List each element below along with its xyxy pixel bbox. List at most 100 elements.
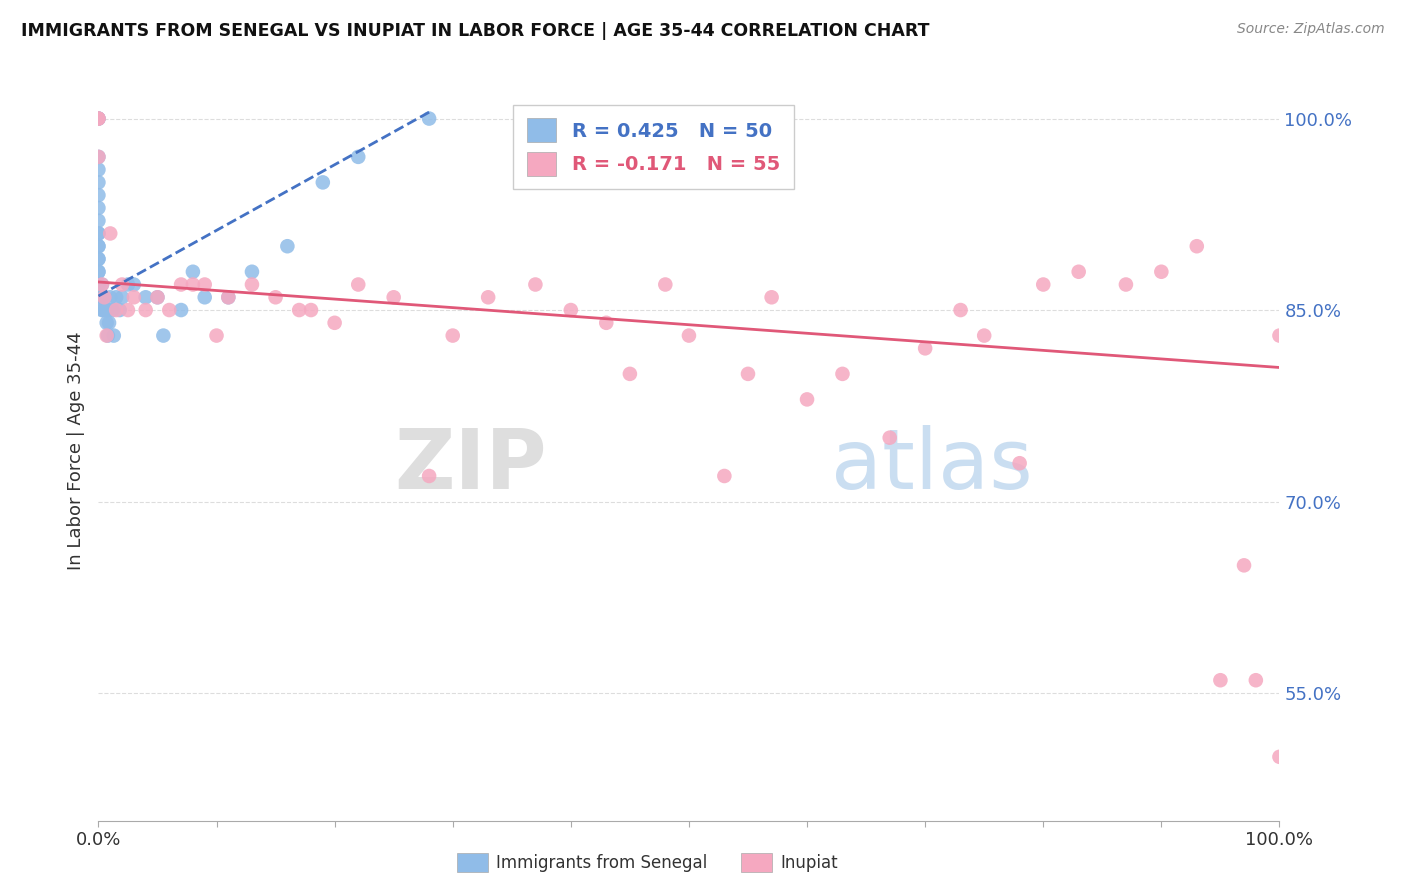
Point: [1115, 277, 1137, 292]
Point: [87, 201, 110, 215]
Point: [796, 392, 818, 407]
Point: [1233, 558, 1256, 573]
Point: [87, 112, 110, 126]
Point: [87, 239, 110, 253]
Point: [157, 303, 180, 318]
Text: Inupiat: Inupiat: [780, 854, 838, 871]
Point: [1150, 265, 1173, 279]
Point: [288, 303, 311, 318]
Point: [194, 277, 217, 292]
Point: [87, 188, 110, 202]
Point: [87, 112, 110, 126]
Point: [87, 227, 110, 241]
Point: [105, 290, 128, 304]
Point: [205, 328, 228, 343]
Point: [914, 342, 936, 356]
Point: [181, 265, 204, 279]
Point: [240, 277, 263, 292]
Point: [135, 303, 157, 318]
Point: [91, 290, 114, 304]
Point: [103, 328, 125, 343]
Point: [111, 277, 134, 292]
Point: [170, 277, 193, 292]
Point: [299, 303, 322, 318]
Point: [477, 290, 499, 304]
Point: [619, 367, 641, 381]
Point: [87, 252, 110, 266]
Point: [831, 367, 853, 381]
Point: [1268, 328, 1291, 343]
Point: [1185, 239, 1208, 253]
Point: [97, 303, 120, 318]
Point: [595, 316, 617, 330]
Point: [98, 290, 121, 304]
Point: [418, 112, 440, 126]
Point: [122, 277, 145, 292]
Point: [87, 175, 110, 189]
Point: [264, 290, 287, 304]
Point: [170, 303, 193, 318]
Point: [96, 328, 118, 343]
Point: [93, 290, 115, 304]
Point: [87, 162, 110, 177]
Point: [1032, 277, 1054, 292]
Point: [87, 252, 110, 266]
Point: [87, 112, 110, 126]
Point: [87, 290, 110, 304]
Point: [96, 316, 118, 330]
Point: [91, 277, 114, 292]
Point: [105, 303, 128, 318]
Text: ZIP: ZIP: [395, 425, 547, 506]
Text: Immigrants from Senegal: Immigrants from Senegal: [496, 854, 707, 871]
Point: [347, 277, 370, 292]
Point: [146, 290, 169, 304]
Point: [312, 175, 335, 189]
Point: [323, 316, 346, 330]
Point: [1268, 749, 1291, 764]
Point: [678, 328, 700, 343]
Point: [87, 227, 110, 241]
Point: [111, 290, 134, 304]
Point: [276, 239, 298, 253]
Text: atlas: atlas: [831, 425, 1032, 506]
Point: [91, 277, 114, 292]
Point: [135, 290, 157, 304]
Point: [87, 277, 110, 292]
Point: [93, 290, 115, 304]
Point: [181, 277, 204, 292]
Point: [879, 431, 901, 445]
Point: [347, 150, 370, 164]
Point: [1008, 456, 1031, 470]
Point: [1244, 673, 1267, 688]
Point: [146, 290, 169, 304]
Point: [152, 328, 174, 343]
Point: [101, 303, 124, 318]
Point: [87, 239, 110, 253]
Text: Source: ZipAtlas.com: Source: ZipAtlas.com: [1237, 22, 1385, 37]
Point: [949, 303, 972, 318]
Point: [87, 213, 110, 227]
Point: [87, 150, 110, 164]
Legend: R = 0.425   N = 50, R = -0.171   N = 55: R = 0.425 N = 50, R = -0.171 N = 55: [513, 104, 793, 189]
Point: [217, 290, 239, 304]
Point: [91, 303, 114, 318]
Point: [737, 367, 759, 381]
Point: [122, 290, 145, 304]
Text: IMMIGRANTS FROM SENEGAL VS INUPIAT IN LABOR FORCE | AGE 35-44 CORRELATION CHART: IMMIGRANTS FROM SENEGAL VS INUPIAT IN LA…: [21, 22, 929, 40]
Point: [761, 290, 783, 304]
Y-axis label: In Labor Force | Age 35-44: In Labor Force | Age 35-44: [66, 331, 84, 570]
Point: [87, 150, 110, 164]
Point: [94, 303, 117, 318]
Point: [217, 290, 239, 304]
Point: [91, 303, 114, 318]
Point: [1067, 265, 1090, 279]
Point: [524, 277, 547, 292]
Point: [117, 277, 139, 292]
Point: [87, 112, 110, 126]
Point: [87, 277, 110, 292]
Point: [973, 328, 995, 343]
Point: [87, 265, 110, 279]
Point: [194, 290, 217, 304]
Point: [1209, 673, 1232, 688]
Point: [97, 328, 120, 343]
